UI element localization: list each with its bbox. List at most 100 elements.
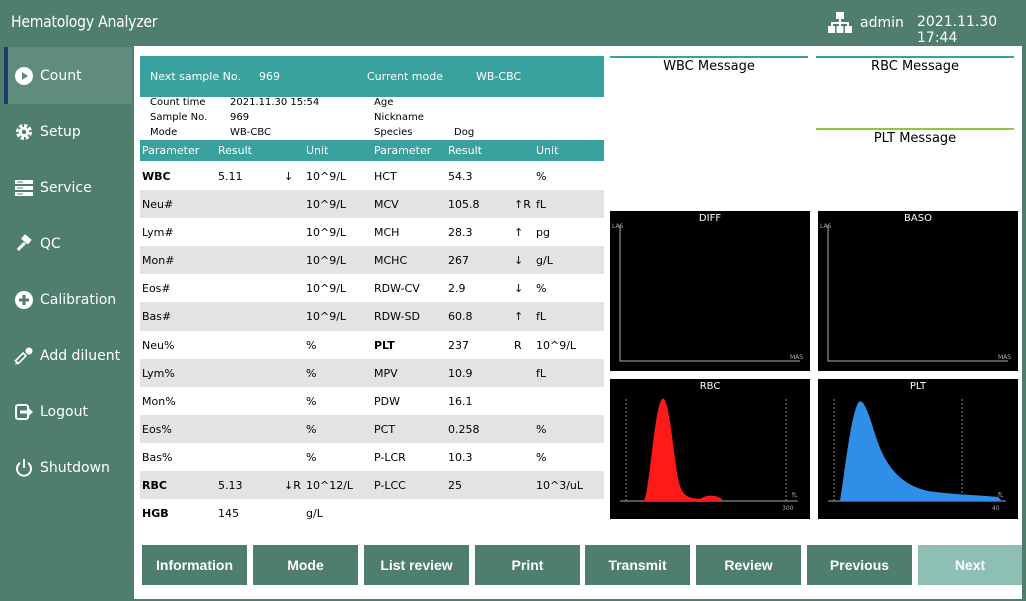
sidebar-item-add-diluent[interactable]: Add diluent (4, 327, 132, 384)
cell-result: 28.3 (448, 226, 473, 240)
table-row[interactable]: RBC 5.13 ↓R 10^12/L P-LCC 25 10^3/uL (140, 471, 604, 500)
cell-result: 16.1 (448, 394, 473, 408)
rbc-xmax-label: 300 (782, 505, 794, 512)
cell-unit: % (536, 170, 547, 183)
cell-unit: g/L (536, 254, 553, 268)
species-value: Dog (454, 127, 475, 138)
table-row[interactable]: Mon# 10^9/L MCHC 267 ↓ g/L (140, 246, 604, 275)
mode-label: Mode (150, 127, 178, 138)
results-table-body: WBC 5.11 ↓ 10^9/L HCT 54.3% Neu# 10^9/L MCV 105.8… (140, 162, 604, 527)
sidebar-item-setup[interactable]: Setup (4, 103, 132, 160)
sidebar-item-service[interactable]: Service (4, 159, 132, 216)
table-row[interactable]: Bas%% P-LCR 10.3% (140, 443, 604, 471)
cell-flag: ↓R (284, 479, 301, 493)
cell-param: WBC (142, 170, 171, 183)
cell-result: 10.9 (448, 366, 473, 380)
cell-param: Lym% (142, 366, 175, 380)
information-button[interactable]: Information (142, 545, 247, 585)
baso-x-label: MAS (998, 354, 1011, 361)
sidebar: Count Setup Service QC Calibration Add d… (0, 46, 134, 601)
cell-unit: 10^9/L (306, 310, 347, 324)
cell-result: 237 (448, 338, 469, 352)
diff-y-label: LAS (612, 223, 624, 230)
cell-param: P-LCR (374, 450, 406, 464)
app-title: Hematology Analyzer (11, 12, 158, 31)
cell-param: Lym# (142, 226, 174, 240)
cell-result: 5.13 (218, 479, 243, 493)
table-row[interactable]: WBC 5.11 ↓ 10^9/L HCT 54.3% (140, 162, 604, 190)
review-button[interactable]: Review (696, 545, 801, 585)
cell-param: Mon# (142, 254, 175, 268)
hammer-icon (14, 233, 34, 254)
cell-unit: % (306, 366, 317, 380)
power-icon (14, 458, 34, 478)
wbc-message-title: WBC Message (663, 59, 755, 74)
wbc-message-rule (610, 56, 808, 58)
gear-icon (14, 122, 34, 142)
sidebar-item-logout[interactable]: Logout (4, 383, 132, 440)
plt-message-title: PLT Message (873, 131, 957, 146)
col-unit-2: Unit (536, 144, 559, 157)
table-row[interactable]: Eos%% PCT 0.258% (140, 414, 604, 443)
cell-unit: 10^12/L (306, 479, 354, 493)
sidebar-item-count[interactable]: Count (4, 47, 132, 104)
sidebar-item-shutdown[interactable]: Shutdown (4, 439, 132, 496)
cell-unit: 10^3/uL (536, 479, 584, 493)
sidebar-item-label: Shutdown (40, 459, 110, 476)
mode-button[interactable]: Mode (253, 545, 358, 585)
plt-message-rule (816, 128, 1014, 130)
print-button[interactable]: Print (475, 545, 580, 585)
rbc-plot-title: RBC (699, 381, 721, 392)
list-review-button[interactable]: List review (364, 545, 469, 585)
transmit-button[interactable]: Transmit (585, 545, 690, 585)
next-button[interactable]: Next (918, 545, 1022, 585)
cell-result: 10.3 (448, 450, 473, 464)
sample-no-label: Sample No. (150, 112, 208, 123)
cell-unit: 10^9/L (306, 170, 347, 183)
cell-unit: 10^9/L (306, 198, 347, 212)
species-label: Species (374, 127, 413, 138)
cell-unit: 10^9/L (306, 254, 347, 268)
cell-unit: % (306, 450, 317, 464)
cell-flag: ↓ (514, 254, 524, 268)
table-row[interactable]: HGB 145 g/L (140, 499, 604, 527)
sidebar-item-label: Count (40, 67, 82, 84)
cell-param: Neu# (142, 198, 174, 212)
rbc-histogram: RBC fL 300 (610, 379, 810, 519)
diff-scatter-plot: DIFF LAS MAS (610, 211, 810, 371)
cell-flag: ↓ (284, 170, 294, 183)
diff-plot-title: DIFF (698, 213, 722, 224)
table-row[interactable]: Mon%% PDW 16.1 (140, 387, 604, 415)
cell-unit: % (536, 282, 547, 296)
cell-unit: fL (536, 366, 547, 380)
sidebar-item-label: Setup (40, 123, 81, 140)
cell-param: MPV (374, 366, 398, 380)
previous-button[interactable]: Previous (807, 545, 912, 585)
cell-unit: % (306, 338, 317, 352)
cell-unit: 10^9/L (306, 226, 347, 240)
rbc-unit-label: fL (792, 492, 798, 499)
table-row[interactable]: Bas# 10^9/L RDW-SD 60.8 ↑ fL (140, 302, 604, 331)
cell-param: Eos% (142, 422, 172, 436)
sidebar-item-label: Add diluent (40, 347, 121, 364)
cell-unit: fL (536, 198, 547, 212)
table-row[interactable]: Eos# 10^9/L RDW-CV 2.9 ↓% (140, 274, 604, 302)
table-row[interactable]: Lym%% MPV 10.9 fL (140, 358, 604, 387)
logout-icon (14, 402, 34, 422)
cell-param: MCV (374, 198, 399, 212)
plt-unit-label: fL (998, 492, 1004, 499)
next-sample-label: Next sample No. (150, 70, 241, 83)
cell-result: 2.9 (448, 282, 466, 296)
col-parameter-1: Parameter (142, 144, 200, 157)
sidebar-item-calibration[interactable]: Calibration (4, 271, 132, 328)
cell-result: 54.3 (448, 170, 473, 183)
sample-header: Next sample No. 969 Current mode WB-CBC (140, 56, 604, 97)
cell-param: Bas# (142, 310, 172, 324)
table-row[interactable]: Lym# 10^9/L MCH 28.3 ↑ pg (140, 218, 604, 246)
cell-param: Bas% (142, 450, 173, 464)
cell-unit: % (306, 394, 317, 408)
table-row[interactable]: Neu%% PLT 237 R 10^9/L (140, 331, 604, 359)
next-sample-value: 969 (259, 70, 280, 83)
table-row[interactable]: Neu# 10^9/L MCV 105.8 ↑R fL (140, 190, 604, 219)
sidebar-item-qc[interactable]: QC (4, 215, 132, 272)
